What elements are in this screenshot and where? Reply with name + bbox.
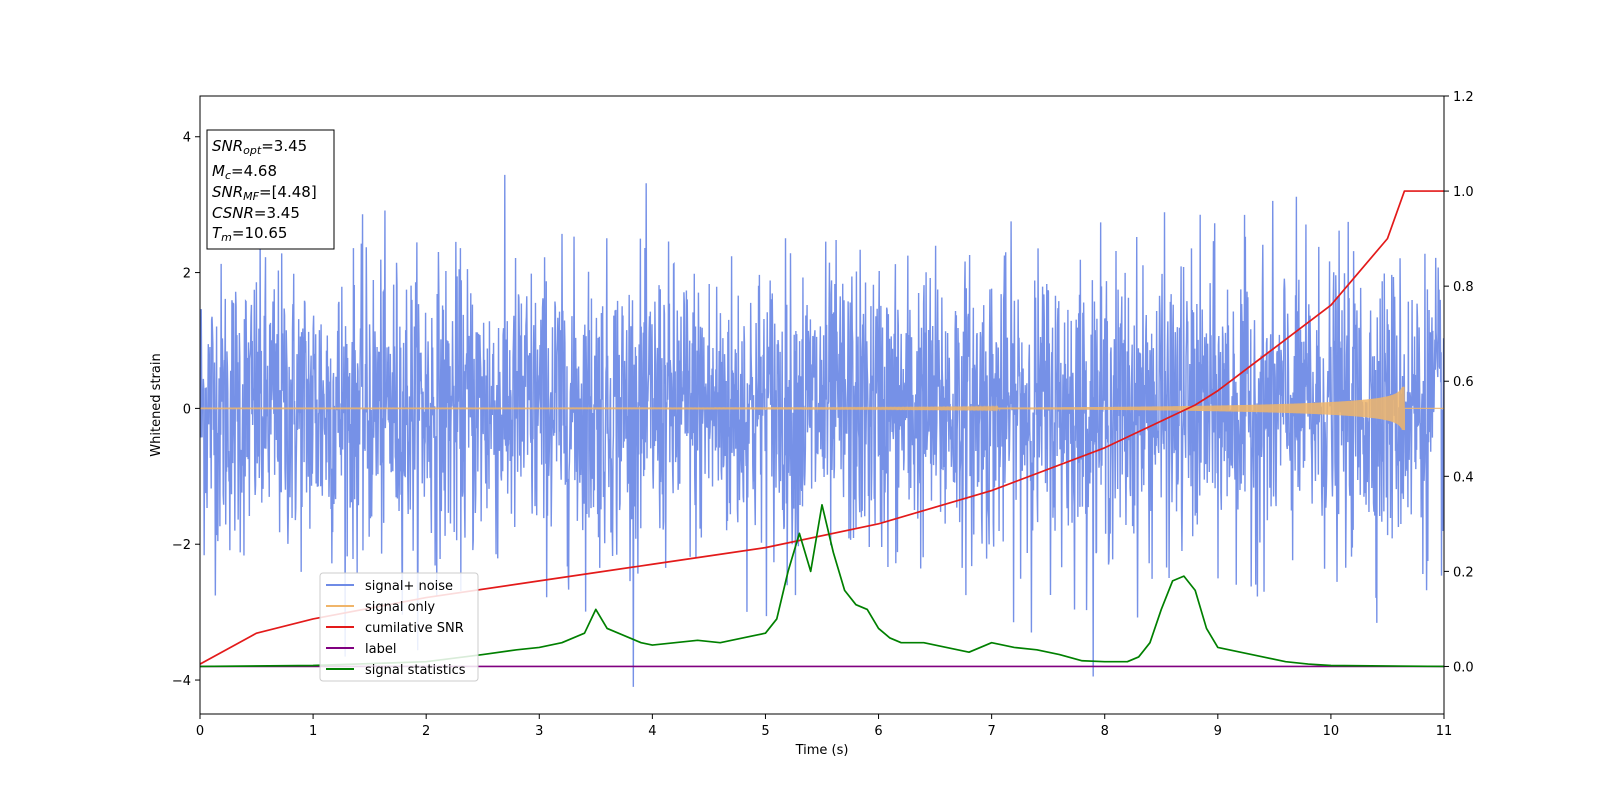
y2-tick-label: 0.0 xyxy=(1453,660,1474,675)
x-tick-label: 2 xyxy=(422,724,430,739)
y-tick-label: 0 xyxy=(183,402,191,417)
x-tick-label: 3 xyxy=(535,724,543,739)
legend-entry: cumilative SNR xyxy=(365,621,464,636)
legend-entry: signal statistics xyxy=(365,663,466,678)
x-axis-label: Time (s) xyxy=(795,743,849,758)
y-tick-label: 4 xyxy=(183,131,191,146)
x-tick-label: 0 xyxy=(196,724,204,739)
legend: signal+ noise signal only cumilative SNR la… xyxy=(319,572,479,682)
x-tick-label: 10 xyxy=(1323,724,1340,739)
legend-entry: signal+ noise xyxy=(365,579,453,594)
y2-tick-label: 0.2 xyxy=(1453,565,1474,580)
x-tick-label: 9 xyxy=(1214,724,1222,739)
y2-tick-label: 0.4 xyxy=(1453,470,1474,485)
x-tick-label: 4 xyxy=(648,724,656,739)
x-tick-label: 1 xyxy=(309,724,317,739)
annotation-line: SNRopt=3.45 xyxy=(212,137,307,157)
x-tick-label: 8 xyxy=(1101,724,1109,739)
series-signal-only-line xyxy=(200,386,1444,431)
y-tick-label: −4 xyxy=(172,674,191,689)
x-tick-label: 5 xyxy=(761,724,769,739)
y2-tick-label: 0.8 xyxy=(1453,280,1474,295)
x-tick-label: 7 xyxy=(987,724,995,739)
legend-entry: signal only xyxy=(365,600,435,615)
annotation-line: CSNR=3.45 xyxy=(212,204,300,222)
series-signal-noise-line xyxy=(200,174,1444,687)
x-tick-label: 11 xyxy=(1436,724,1453,739)
legend-frame xyxy=(319,572,479,682)
x-tick-label: 6 xyxy=(874,724,882,739)
y2-tick-label: 0.6 xyxy=(1453,375,1474,390)
y2-tick-label: 1.0 xyxy=(1453,185,1474,200)
plot-frame xyxy=(199,95,1445,715)
series-signal-statistics-line xyxy=(200,503,1444,668)
y-tick-label: 2 xyxy=(183,267,191,282)
annotation-frame xyxy=(206,129,335,250)
annotation-line: Mc=4.68 xyxy=(212,162,277,182)
axes-layer: 0 1 2 3 4 5 6 7 8 9 10 11 −4 −2 0 2 4 0.0 0.2 0.4 0.6 0.8 1.0 1… xyxy=(172,90,1474,739)
annotation-line: Tm=10.65 xyxy=(212,224,287,244)
y2-tick-label: 1.2 xyxy=(1453,90,1474,105)
legend-entry: label xyxy=(365,642,396,657)
y-tick-label: −2 xyxy=(172,538,191,553)
y-axis-label: Whitened strain xyxy=(149,353,164,456)
annotation-line: SNRMF=[4.48] xyxy=(212,183,317,203)
